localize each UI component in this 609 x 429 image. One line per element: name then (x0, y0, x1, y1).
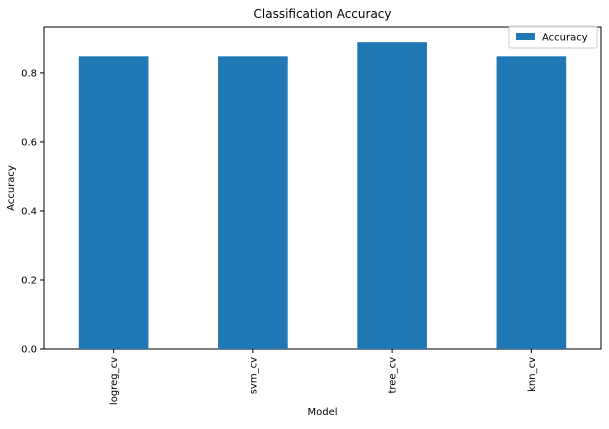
x-tick-label: knn_cv (527, 357, 538, 392)
x-tick-label: logreg_cv (109, 357, 120, 405)
y-axis: 0.0 0.2 0.4 0.6 0.8 (21, 68, 44, 356)
x-axis-label: Model (307, 407, 337, 418)
y-axis-label: Accuracy (6, 165, 17, 211)
legend-box (508, 25, 598, 49)
y-tick-label: 0.6 (21, 137, 37, 148)
y-tick-label: 0.8 (21, 68, 37, 79)
chart-title: Classification Accuracy (254, 7, 392, 21)
bar-svm_cv (218, 56, 288, 349)
x-axis: logreg_cv svm_cv tree_cv knn_cv (109, 349, 538, 405)
x-tick-label: tree_cv (388, 357, 399, 394)
legend-swatch (516, 33, 535, 40)
bar-tree_cv (357, 42, 427, 349)
y-tick-label: 0.0 (21, 345, 37, 356)
bar-knn_cv (496, 56, 567, 349)
bar-logreg_cv (78, 56, 149, 349)
legend-label: Accuracy (542, 33, 588, 44)
x-tick-label: svm_cv (248, 357, 259, 394)
legend: Accuracy (508, 25, 598, 49)
y-tick-label: 0.4 (21, 206, 37, 217)
plot-area (43, 26, 602, 350)
y-tick-label: 0.2 (21, 275, 37, 286)
plot-frame (43, 26, 602, 350)
bars-group (78, 42, 567, 349)
